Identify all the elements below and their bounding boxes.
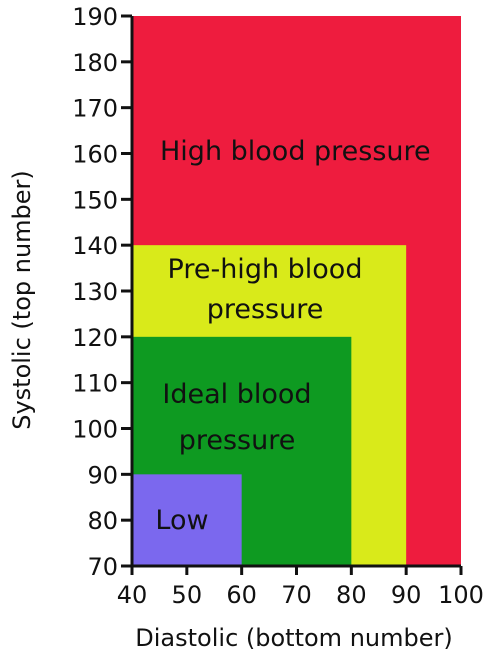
x-ticks-layer: 40 50 60 70 80 90 100 (117, 566, 484, 609)
region-labels-layer: High blood pressure Pre-high blood pressur… (155, 136, 430, 536)
y-tick-label: 150 (72, 186, 118, 214)
y-axis-title: Systolic (top number) (8, 170, 36, 430)
region-label-pre-high-blood-pressure: Pre-high blood pressure (168, 254, 363, 325)
region-low (132, 474, 242, 566)
y-tick-label: 170 (72, 95, 118, 123)
region-label-line: pressure (179, 425, 296, 456)
x-tick-label: 70 (281, 581, 312, 609)
region-label-line: Pre-high blood (168, 254, 363, 285)
x-tick-label: 60 (226, 581, 257, 609)
x-tick-label: 100 (438, 581, 484, 609)
y-tick-label: 100 (72, 416, 118, 444)
y-tick-label: 80 (87, 507, 118, 535)
region-label-line: pressure (207, 294, 324, 325)
x-tick-label: 90 (391, 581, 422, 609)
y-tick-label: 120 (72, 324, 118, 352)
x-tick-label: 50 (172, 581, 203, 609)
x-tick-label: 80 (336, 581, 367, 609)
y-tick-label: 180 (72, 49, 118, 77)
regions-layer (132, 16, 461, 566)
region-label-line: Low (155, 505, 208, 536)
y-tick-label: 70 (87, 553, 118, 581)
region-label-line: High blood pressure (160, 136, 431, 167)
region-label-low: Low (155, 505, 208, 536)
x-tick-label: 40 (117, 581, 148, 609)
y-ticks-layer: 70 80 90 100 110 120 130 140 150 160 170 180 190 (72, 3, 132, 581)
y-tick-label: 90 (87, 461, 118, 489)
x-axis-title: Diastolic (bottom number) (135, 624, 452, 652)
y-tick-label: 130 (72, 278, 118, 306)
region-label-high-blood-pressure: High blood pressure (160, 136, 431, 167)
y-tick-label: 140 (72, 232, 118, 260)
region-label-ideal-blood-pressure: Ideal blood pressure (162, 379, 311, 456)
y-tick-label: 160 (72, 141, 118, 169)
region-label-line: Ideal blood (162, 379, 311, 410)
y-tick-label: 190 (72, 3, 118, 31)
y-tick-label: 110 (72, 370, 118, 398)
